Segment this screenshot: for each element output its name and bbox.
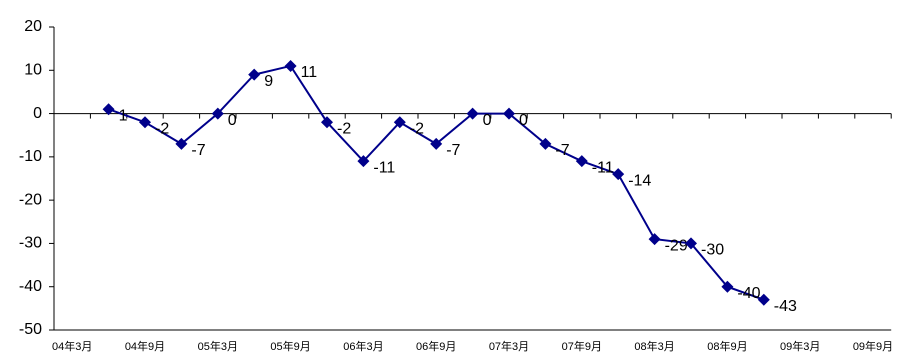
point-marker	[284, 59, 297, 72]
y-tick-label: 20	[24, 18, 42, 35]
point-marker	[685, 237, 697, 250]
x-tick-label: 05年3月	[198, 339, 238, 353]
x-tick-label: 08年3月	[634, 339, 674, 353]
point-marker	[503, 107, 515, 120]
x-tick-label: 06年3月	[343, 339, 383, 353]
data-label: 1	[119, 107, 128, 124]
data-label: -11	[592, 159, 614, 176]
data-label: -40	[737, 285, 760, 302]
point-marker	[393, 116, 406, 129]
point-marker	[721, 280, 734, 293]
data-label: -7	[555, 142, 569, 159]
point-marker	[539, 137, 552, 150]
point-marker	[430, 137, 443, 150]
point-marker	[466, 107, 479, 120]
point-marker	[357, 155, 370, 168]
data-label: -2	[155, 120, 169, 137]
data-label: -30	[701, 242, 724, 259]
x-tick-label: 04年9月	[125, 339, 165, 353]
point-marker	[757, 293, 770, 306]
data-label: 0	[228, 112, 237, 129]
data-label: -7	[191, 142, 205, 159]
x-tick-label: 08年9月	[707, 339, 747, 353]
point-marker	[612, 168, 625, 181]
series-line	[108, 64, 765, 301]
point-marker	[648, 233, 661, 246]
data-label: -7	[446, 142, 460, 159]
point-marker	[248, 68, 261, 81]
point-marker	[102, 103, 115, 116]
data-label: 0	[519, 112, 528, 129]
data-label: -43	[774, 298, 797, 315]
data-label: -2	[337, 120, 351, 137]
y-tick-label: -20	[19, 191, 42, 208]
y-tick-label: 0	[33, 105, 42, 122]
x-tick-label: 06年9月	[416, 339, 456, 353]
point-marker	[321, 116, 333, 129]
point-marker	[175, 137, 188, 150]
point-marker	[139, 116, 151, 129]
x-tick-label: 05年9月	[270, 339, 310, 353]
y-tick-label: -10	[19, 148, 42, 165]
data-label: 0	[483, 112, 492, 129]
x-tick-label: 07年3月	[489, 339, 529, 353]
data-label: 11	[301, 64, 318, 81]
data-label: -11	[373, 159, 395, 176]
x-tick-label: 07年9月	[562, 339, 602, 353]
data-label: -2	[410, 120, 424, 137]
data-label: 9	[264, 73, 273, 90]
x-tick-label: 09年9月	[853, 339, 893, 353]
y-tick-label: -30	[19, 235, 42, 252]
data-label: -14	[628, 172, 651, 189]
data-label: -29	[665, 237, 688, 254]
point-marker	[575, 155, 588, 168]
x-tick-label: 04年3月	[52, 339, 92, 353]
point-marker	[211, 107, 224, 120]
y-tick-label: -40	[19, 278, 42, 295]
x-tick-label: 09年3月	[780, 339, 820, 353]
y-tick-label: -50	[19, 321, 42, 338]
y-tick-label: 10	[24, 62, 42, 79]
